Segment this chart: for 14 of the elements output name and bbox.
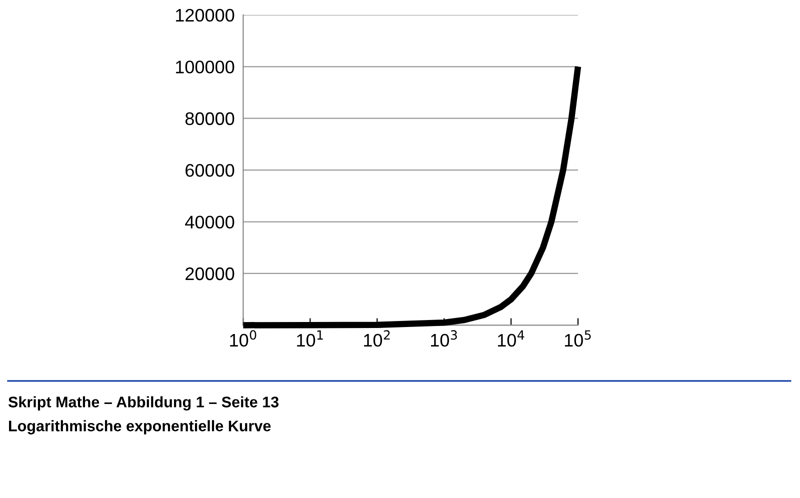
text: Skript Mathe – Abbildung 1 – Seite 13 bbox=[8, 396, 279, 411]
y-tick-label: 80000 bbox=[185, 112, 234, 126]
text: Logarithmische exponentielle Kurve bbox=[9, 420, 271, 434]
x-tick-label: 10$^{0}$ bbox=[230, 330, 256, 347]
y-tick-label: 60000 bbox=[186, 164, 234, 177]
y-tick-label: 20000 bbox=[186, 267, 234, 280]
y-tick-label: 100000 bbox=[176, 60, 234, 74]
x-tick-label: 10$^{4}$ bbox=[498, 330, 524, 347]
y-tick-label: 120000 bbox=[176, 8, 234, 22]
x-tick-label: 10$^{5}$ bbox=[564, 330, 591, 347]
x-tick-label: 10$^{2}$ bbox=[364, 330, 390, 347]
x-tick-label: 10$^{3}$ bbox=[431, 330, 457, 347]
y-tick-label: 40000 bbox=[185, 216, 234, 228]
x-tick-label: 10$^{1}$ bbox=[297, 330, 323, 347]
